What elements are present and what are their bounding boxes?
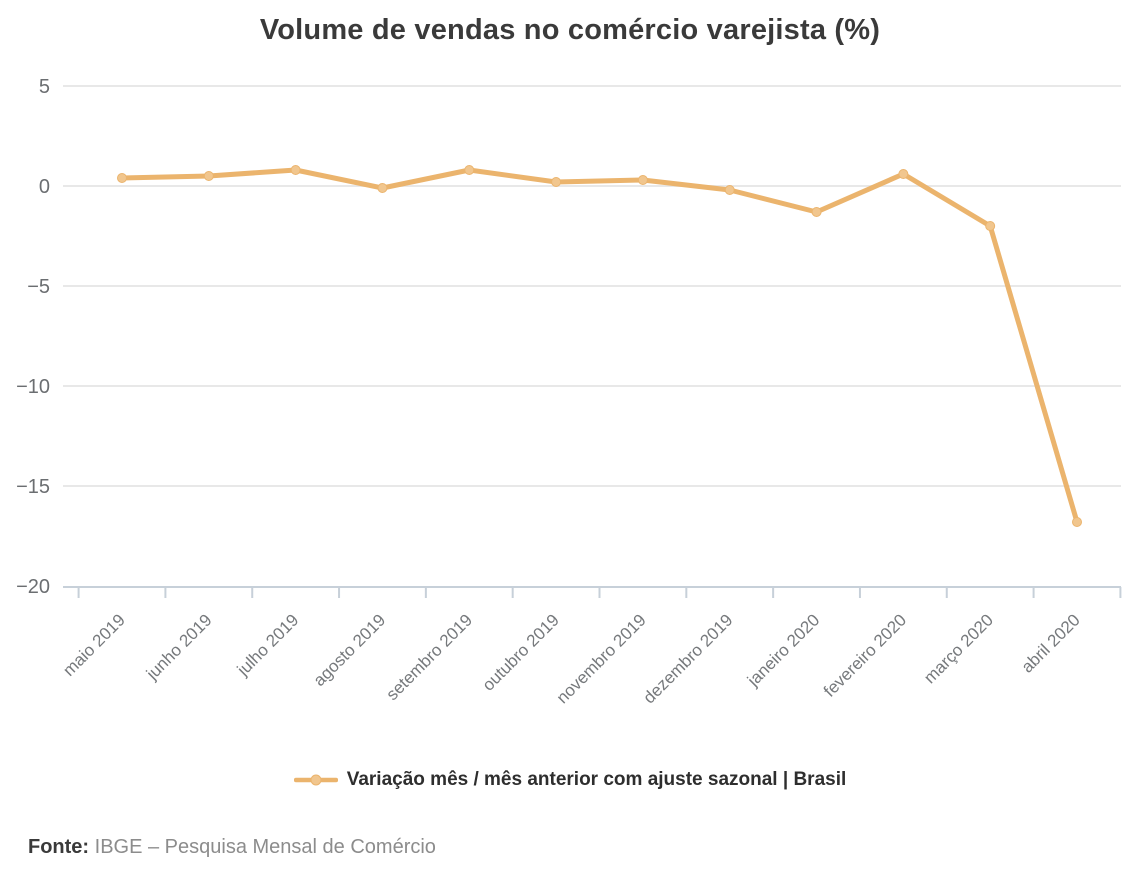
data-point-setembro-2019[interactable] bbox=[464, 165, 475, 175]
x-axis-label: agosto 2019 bbox=[310, 610, 390, 690]
x-axis-label: maio 2019 bbox=[59, 610, 129, 680]
source-note: Fonte: IBGE – Pesquisa Mensal de Comérci… bbox=[28, 836, 436, 859]
data-point-fevereiro-2020[interactable] bbox=[898, 169, 909, 179]
y-axis-tick-label: −15 bbox=[16, 476, 50, 498]
data-point-dezembro-2019[interactable] bbox=[724, 185, 735, 195]
y-axis-tick-label: 5 bbox=[39, 76, 50, 98]
data-point-outubro-2019[interactable] bbox=[551, 177, 562, 187]
x-axis-label: dezembro 2019 bbox=[640, 610, 737, 707]
data-point-maio-2019[interactable] bbox=[117, 173, 127, 183]
x-axis-label: março 2020 bbox=[920, 610, 997, 687]
data-point-julho-2019[interactable] bbox=[290, 165, 301, 175]
legend-label: Variação mês / mês anterior com ajuste s… bbox=[346, 769, 847, 790]
legend-line-marker-icon bbox=[293, 774, 338, 786]
legend-point bbox=[310, 774, 322, 786]
x-axis-label: fevereiro 2020 bbox=[820, 610, 910, 700]
data-point-junho-2019[interactable] bbox=[203, 171, 214, 181]
x-axis-label: julho 2019 bbox=[233, 610, 303, 680]
data-point-agosto-2019[interactable] bbox=[377, 183, 388, 193]
source-text: IBGE – Pesquisa Mensal de Comércio bbox=[94, 836, 436, 858]
data-point-março-2020[interactable] bbox=[985, 221, 996, 231]
source-label: Fonte: bbox=[28, 836, 90, 858]
y-axis-tick-label: 0 bbox=[39, 176, 50, 198]
x-axis-label: outubro 2019 bbox=[479, 610, 563, 694]
x-axis-label: abril 2020 bbox=[1018, 610, 1084, 676]
y-axis-tick-label: −5 bbox=[27, 276, 50, 298]
y-axis-tick-label: −10 bbox=[16, 376, 50, 398]
line-chart-plot-area: 5 0 −5 −10 −15 −20 maio 2019 junho 2019 julho 20… bbox=[16, 76, 1122, 707]
x-axis-label: novembro 2019 bbox=[553, 610, 650, 707]
series-line bbox=[119, 167, 1080, 525]
data-point-janeiro-2020[interactable] bbox=[811, 207, 822, 217]
data-point-novembro-2019[interactable] bbox=[637, 175, 648, 185]
x-axis-label: setembro 2019 bbox=[382, 610, 476, 704]
chart-title: Volume de vendas no comércio varejista (… bbox=[259, 14, 881, 46]
legend: Variação mês / mês anterior com ajuste s… bbox=[0, 763, 1140, 797]
x-axis-label: junho 2019 bbox=[142, 610, 216, 684]
x-axis-label: janeiro 2020 bbox=[743, 610, 823, 690]
data-point-abril-2020[interactable] bbox=[1072, 517, 1082, 527]
y-axis-tick-label: −20 bbox=[16, 576, 50, 598]
